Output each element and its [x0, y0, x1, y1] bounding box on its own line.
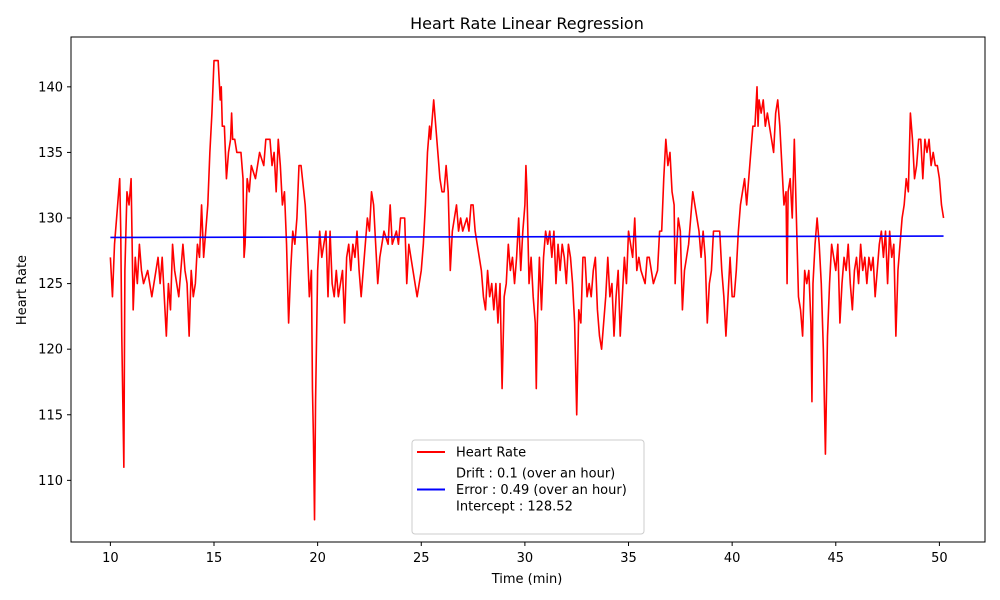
chart-title: Heart Rate Linear Regression: [410, 14, 644, 33]
x-tick-label: 40: [724, 551, 741, 566]
legend-label: Drift : 0.1 (over an hour) Error : 0.49 (…: [456, 467, 627, 515]
x-axis-label: Time (min): [491, 572, 563, 587]
x-axis: 10 15 20 25 30 35 40 45 50: [102, 542, 948, 566]
x-tick-label: 30: [517, 551, 534, 566]
y-tick-label: 110: [38, 474, 63, 489]
y-axis: 110 115 120 125 130 135 140: [38, 80, 71, 489]
x-tick-label: 35: [620, 551, 637, 566]
legend-label: Heart Rate: [456, 446, 526, 461]
series-layer: [109, 59, 945, 521]
x-tick-label: 50: [931, 551, 948, 566]
x-tick-label: 25: [413, 551, 430, 566]
x-tick-label: 15: [206, 551, 223, 566]
legend: Heart Rate Drift : 0.1 (over an hour) Erro…: [411, 439, 645, 535]
x-tick-label: 20: [309, 551, 326, 566]
x-tick-label: 45: [828, 551, 845, 566]
y-tick-label: 115: [38, 408, 63, 423]
regression-line: [110, 235, 944, 239]
y-tick-label: 125: [38, 277, 63, 292]
y-tick-label: 130: [38, 212, 63, 227]
legend-box: [411, 439, 645, 535]
y-axis-label: Heart Rate: [15, 255, 30, 325]
y-tick-label: 120: [38, 343, 63, 358]
y-tick-label: 140: [38, 80, 63, 95]
x-tick-label: 10: [102, 551, 119, 566]
heart-rate-line: [109, 59, 945, 521]
y-tick-label: 135: [38, 146, 63, 161]
